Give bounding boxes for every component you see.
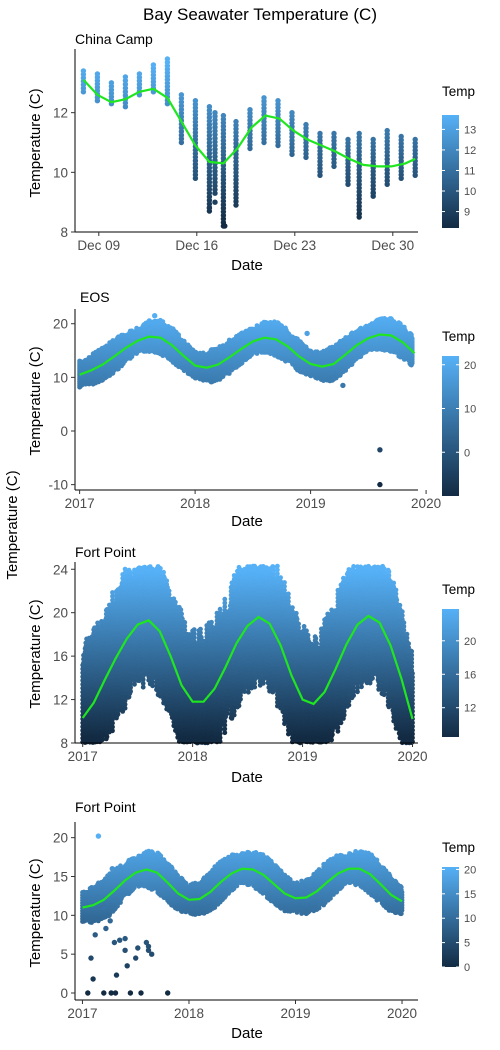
data-point — [94, 71, 101, 77]
x-tick-label: Dec 09 — [77, 238, 120, 253]
x-tick-label: Dec 30 — [371, 238, 414, 253]
shared-y-axis-label: Temperature (C) — [4, 470, 21, 579]
data-point — [370, 136, 376, 143]
legend-tick-label: 9 — [464, 207, 470, 219]
data-point — [206, 104, 213, 110]
x-axis-label: Date — [231, 257, 263, 274]
data-point — [212, 164, 218, 171]
data-point — [212, 186, 218, 193]
legend: Temp 9 10 11 12 13 — [442, 84, 476, 228]
y-tick-label: 12 — [53, 106, 68, 121]
data-point — [122, 77, 129, 84]
data-point — [212, 183, 218, 189]
data-point — [212, 199, 218, 205]
data-point — [356, 130, 362, 137]
data-point — [122, 89, 129, 95]
data-point — [222, 223, 228, 229]
data-point — [212, 146, 218, 152]
data-point — [212, 117, 218, 123]
data-point — [233, 137, 239, 143]
data-point — [178, 99, 185, 105]
data-point — [233, 158, 239, 165]
data-point — [261, 95, 267, 101]
data-point — [178, 139, 185, 146]
legend-tick-label: 11 — [464, 165, 475, 177]
data-points — [80, 56, 418, 229]
data-points — [77, 313, 415, 488]
data-point — [331, 130, 337, 137]
data-point — [212, 175, 218, 182]
data-point — [150, 62, 157, 68]
data-point — [275, 98, 281, 104]
data-point — [178, 125, 185, 131]
data-point — [303, 151, 309, 157]
data-point — [212, 135, 218, 141]
data-point — [247, 107, 253, 113]
data-point — [178, 128, 185, 135]
data-point — [212, 121, 218, 127]
legend-tick-label: 13 — [464, 124, 476, 136]
data-point — [331, 156, 337, 162]
data-point — [345, 136, 351, 143]
data-point — [212, 110, 218, 116]
data-point — [384, 127, 390, 134]
data-point — [412, 136, 418, 143]
data-point — [122, 100, 129, 106]
data-point — [212, 128, 218, 134]
legend-tick-label: 10 — [464, 186, 476, 198]
data-point — [233, 126, 239, 132]
legend-title: Temp — [442, 84, 475, 99]
data-point — [108, 80, 115, 86]
data-point — [122, 85, 129, 91]
y-axis-label: Temperature (C) — [27, 346, 44, 455]
data-point — [122, 74, 129, 80]
x-axis-label: Date — [231, 513, 263, 530]
data-point — [303, 143, 309, 150]
panels: China Camp Temperature (C) Date 8 10 12 Dec 09… — [27, 31, 476, 1042]
data-point — [220, 112, 227, 119]
y-tick-label: 10 — [53, 165, 68, 180]
data-point — [233, 169, 239, 176]
data-point — [80, 68, 87, 74]
data-point — [233, 118, 239, 125]
data-point — [212, 153, 218, 160]
panel-subtitle: EOS — [80, 289, 110, 305]
data-point — [233, 191, 239, 197]
data-point — [136, 71, 143, 77]
data-point — [233, 180, 239, 187]
data-point — [192, 98, 199, 104]
data-point — [178, 103, 185, 109]
x-tick-label: Dec 23 — [273, 238, 316, 253]
y-tick-label: 8 — [60, 225, 68, 240]
legend-colorbar — [442, 115, 459, 228]
x-tick-label: Dec 16 — [175, 238, 218, 253]
data-point — [289, 110, 295, 116]
panel-1: China Camp Temperature (C) Date 8 10 12 Dec 09… — [27, 31, 476, 274]
data-point — [176, 332, 182, 338]
panel-subtitle: China Camp — [75, 31, 153, 47]
data-point — [370, 190, 376, 196]
data-point — [122, 104, 129, 110]
data-point — [398, 133, 404, 140]
data-point — [164, 56, 171, 62]
data-point — [206, 205, 213, 211]
data-point — [178, 106, 185, 113]
data-point — [212, 172, 218, 178]
data-point — [122, 92, 129, 99]
data-point — [212, 139, 218, 145]
data-point — [178, 132, 185, 138]
data-point — [178, 92, 185, 98]
data-point — [356, 211, 362, 217]
y-axis-label: Temperature (C) — [27, 88, 44, 197]
data-point — [303, 129, 309, 135]
data-point — [317, 130, 323, 137]
figure-title: Bay Seawater Temperature (C) — [143, 5, 377, 24]
data-point — [122, 81, 129, 88]
data-point — [303, 121, 309, 128]
legend-tick-label: 12 — [464, 145, 476, 157]
data-point — [331, 163, 337, 170]
